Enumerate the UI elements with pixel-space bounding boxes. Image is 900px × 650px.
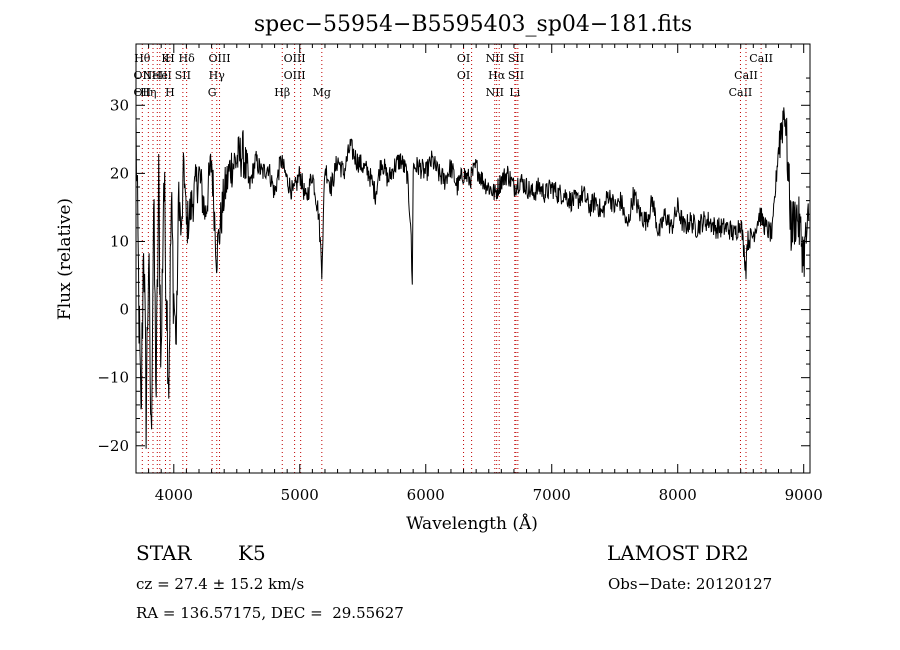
x-tick-label: 9000: [785, 486, 823, 504]
survey-name: LAMOST DR2: [607, 541, 749, 565]
line-marker-label: OII: [133, 69, 151, 82]
x-tick-label: 5000: [281, 486, 319, 504]
line-marker-label: Hβ: [274, 86, 290, 99]
line-marker-label: SII: [508, 69, 524, 82]
coordinates-text: RA = 136.57175, DEC = 29.55627: [136, 604, 404, 622]
y-axis: −20 −10 0 10 20 30: [97, 77, 810, 455]
line-marker-label: CaII: [749, 52, 773, 65]
line-marker-label: Mg: [313, 86, 331, 99]
line-marker-label: OI: [457, 52, 470, 65]
object-subclass: K5: [238, 541, 266, 565]
line-marker-label: G: [208, 86, 217, 99]
line-marker-label: NeIII: [143, 69, 172, 82]
line-marker-label: He: [152, 69, 168, 82]
line-marker-label: Hθ: [134, 52, 151, 65]
line-marker-label: SII: [175, 69, 191, 82]
spectrum-line: [135, 107, 810, 449]
y-axis-label: Flux (relative): [55, 198, 75, 320]
line-marker-label: Li: [509, 86, 520, 99]
line-marker-label: Hη: [140, 86, 156, 99]
line-marker-label: H: [165, 86, 175, 99]
x-tick-label: 6000: [407, 486, 445, 504]
x-axis: 4000 5000 6000 7000 8000 9000: [135, 44, 823, 504]
line-marker-label: NII: [486, 86, 504, 99]
object-class: STAR: [136, 541, 192, 565]
x-tick-label: 4000: [155, 486, 193, 504]
y-tick-label: 20: [110, 164, 129, 182]
line-marker-label: OIII: [284, 52, 306, 65]
line-marker-label: OIII: [208, 52, 230, 65]
line-marker-label: NII: [486, 52, 504, 65]
x-axis-label: Wavelength (Å): [406, 513, 538, 534]
line-marker-label: OI: [457, 69, 470, 82]
line-marker-label: Hα: [488, 69, 506, 82]
line-marker-label: K: [161, 52, 170, 65]
redshift-text: cz = 27.4 ± 15.2 km/s: [136, 575, 305, 593]
line-marker-label: OIII: [284, 69, 306, 82]
line-marker-label: H: [165, 52, 175, 65]
x-tick-label: 8000: [659, 486, 697, 504]
chart-title: spec−55954−B5595403_sp04−181.fits: [254, 12, 692, 37]
y-tick-label: 0: [119, 301, 129, 319]
y-tick-label: 10: [110, 232, 129, 250]
line-marker-label: CaII: [729, 86, 753, 99]
observation-date: Obs−Date: 20120127: [608, 575, 773, 593]
plot-frame: [135, 43, 811, 474]
line-marker-label: SII: [508, 52, 524, 65]
line-marker-label: Hγ: [209, 69, 226, 82]
line-marker-label: OII: [133, 86, 151, 99]
spectral-line-markers: HθOIIOIIHηNeIIIHeKHHSIIHδGHγOIIIHβOIIIOI…: [133, 44, 773, 473]
line-marker-label: Hδ: [179, 52, 196, 65]
x-tick-label: 7000: [533, 486, 571, 504]
y-tick-label: −10: [97, 369, 129, 387]
y-tick-label: 30: [110, 96, 129, 114]
y-tick-label: −20: [97, 437, 129, 455]
line-marker-label: CaII: [734, 69, 758, 82]
